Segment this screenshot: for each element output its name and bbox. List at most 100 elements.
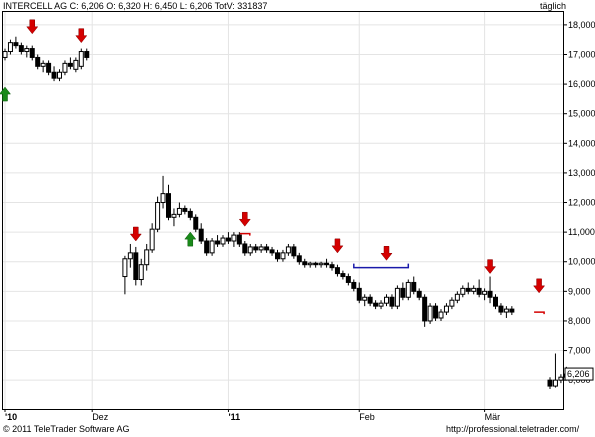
sell-signal-arrow xyxy=(484,259,497,274)
candle-body xyxy=(400,287,406,298)
y-tick-label: 9,000 xyxy=(568,286,591,296)
candle-body xyxy=(394,287,400,307)
candle-body xyxy=(215,240,221,245)
candle-body xyxy=(362,296,368,301)
last-price-label: 6,206 xyxy=(567,369,590,379)
candle-body xyxy=(247,246,253,254)
y-tick-label: 14,000 xyxy=(568,138,595,148)
x-tick-label: Feb xyxy=(359,412,375,422)
candle-body xyxy=(138,264,144,280)
candle-body xyxy=(155,202,161,230)
signals xyxy=(0,19,583,373)
candle-body xyxy=(324,262,330,266)
candle-body xyxy=(73,59,79,70)
candle-body xyxy=(329,264,335,269)
source-url[interactable]: http://professional.teletrader.com/ xyxy=(446,424,580,434)
candle-body xyxy=(471,287,477,292)
last-price-box xyxy=(564,367,594,381)
candle-body xyxy=(18,45,24,53)
candle-body xyxy=(269,249,275,254)
candle-body xyxy=(127,252,133,260)
candle-body xyxy=(356,287,362,301)
candle-body xyxy=(367,296,373,304)
candle-body xyxy=(57,71,62,79)
candle-body xyxy=(493,296,498,307)
candle-body xyxy=(351,281,357,289)
candle-body xyxy=(51,71,57,79)
interval-label: täglich xyxy=(540,1,567,11)
candle-body xyxy=(384,296,389,304)
quote-header: INTERCELL AG C: 6,206 O: 6,320 H: 6,450 … xyxy=(3,1,268,11)
y-axis: 6,0007,0008,0009,00010,00011,00012,00013… xyxy=(563,20,595,385)
candle-body xyxy=(334,267,340,275)
candle-body xyxy=(176,207,182,215)
buy-signal-arrow xyxy=(0,86,12,102)
candle-body xyxy=(62,62,68,73)
candle-body xyxy=(302,261,308,266)
candle-body xyxy=(46,62,52,73)
candle-body xyxy=(476,287,482,295)
candle-body xyxy=(182,207,188,212)
candle-body xyxy=(313,262,319,266)
candle-body xyxy=(187,210,193,218)
x-tick-label: '11 xyxy=(228,412,240,422)
candle-body xyxy=(231,234,237,242)
candle-body xyxy=(296,255,302,263)
candle-body xyxy=(373,302,379,307)
buy-signal-arrow xyxy=(184,231,197,247)
candle-body xyxy=(220,237,226,245)
candle-body xyxy=(225,237,231,242)
candle-body xyxy=(291,246,297,257)
y-tick-label: 16,000 xyxy=(568,79,595,89)
support-lines xyxy=(353,263,410,269)
y-tick-label: 15,000 xyxy=(568,109,595,119)
x-tick-label: Mär xyxy=(485,412,501,422)
candle-body xyxy=(416,290,422,298)
y-tick-label: 10,000 xyxy=(568,257,595,267)
sell-signal-arrow xyxy=(533,278,546,294)
candle-body xyxy=(122,258,128,278)
sell-signal-arrow xyxy=(331,238,344,254)
candle-body xyxy=(193,216,199,230)
y-tick-label: 8,000 xyxy=(568,316,591,326)
plot-area xyxy=(2,11,564,410)
sell-signal-arrow xyxy=(380,246,393,261)
sell-signal-arrow xyxy=(26,19,39,35)
candle-body xyxy=(204,240,210,254)
candle-body xyxy=(198,228,204,242)
x-tick-label: '10 xyxy=(5,412,17,422)
candle-body xyxy=(280,252,286,260)
candle-body xyxy=(411,281,417,292)
candles xyxy=(2,36,569,390)
y-tick-label: 18,000 xyxy=(568,20,595,30)
candle-body xyxy=(433,305,439,319)
y-tick-label: 17,000 xyxy=(568,49,595,59)
candle-body xyxy=(318,262,324,266)
candle-body xyxy=(405,281,411,298)
support-line xyxy=(353,263,410,269)
candle-body xyxy=(422,296,428,322)
candle-body xyxy=(345,276,351,283)
candle-body xyxy=(460,287,466,295)
candle-body xyxy=(2,51,8,58)
candle-body xyxy=(378,302,384,307)
sell-signal-arrow xyxy=(129,226,142,242)
candle-body xyxy=(209,240,215,254)
candle-body xyxy=(340,273,346,278)
copyright-text: © 2011 TeleTrader Software AG xyxy=(3,424,130,434)
candle-body xyxy=(547,379,553,387)
candle-body xyxy=(389,296,395,307)
candle-body xyxy=(133,252,139,280)
candle-body xyxy=(171,213,177,218)
y-tick-label: 13,000 xyxy=(568,168,595,178)
signal-level-tick xyxy=(534,311,545,315)
candle-body xyxy=(487,290,493,298)
candle-body xyxy=(285,246,291,254)
candle-body xyxy=(24,48,30,53)
y-tick-label: 7,000 xyxy=(568,346,591,356)
candle-body xyxy=(236,234,242,245)
signal-level-tick xyxy=(239,232,251,236)
x-tick-label: Dez xyxy=(92,412,109,422)
